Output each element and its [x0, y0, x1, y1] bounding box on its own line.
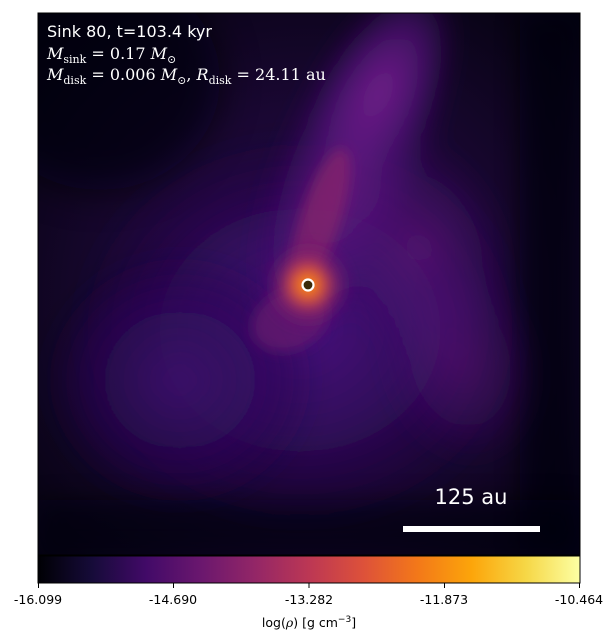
scale-bar [403, 526, 540, 532]
colorbar-tick-label: -11.873 [420, 592, 468, 607]
colorbar-ticks [38, 583, 580, 588]
map-frame [37, 12, 581, 556]
colorbar-gradient [37, 555, 581, 584]
colorbar-tick-label: -13.282 [285, 592, 333, 607]
density-map [38, 13, 580, 555]
colorbar-tick-label: -16.099 [14, 592, 62, 607]
sink-particle-marker [301, 278, 315, 292]
colorbar: -16.099 -14.690 -13.282 -11.873 -10.464 … [14, 555, 603, 630]
sink-mass-line: Msink = 0.17 M⊙ [46, 44, 176, 66]
colorbar-label: log(ρ) [g cm−3] [262, 615, 356, 630]
colorbar-tick-label: -14.690 [149, 592, 197, 607]
colorbar-tick-label: -10.464 [555, 592, 603, 607]
sink-title: Sink 80, t=103.4 kyr [47, 22, 212, 41]
disk-line: Mdisk = 0.006 M⊙, Rdisk = 24.11 au [46, 65, 326, 87]
scale-bar-label: 125 au [435, 485, 508, 509]
